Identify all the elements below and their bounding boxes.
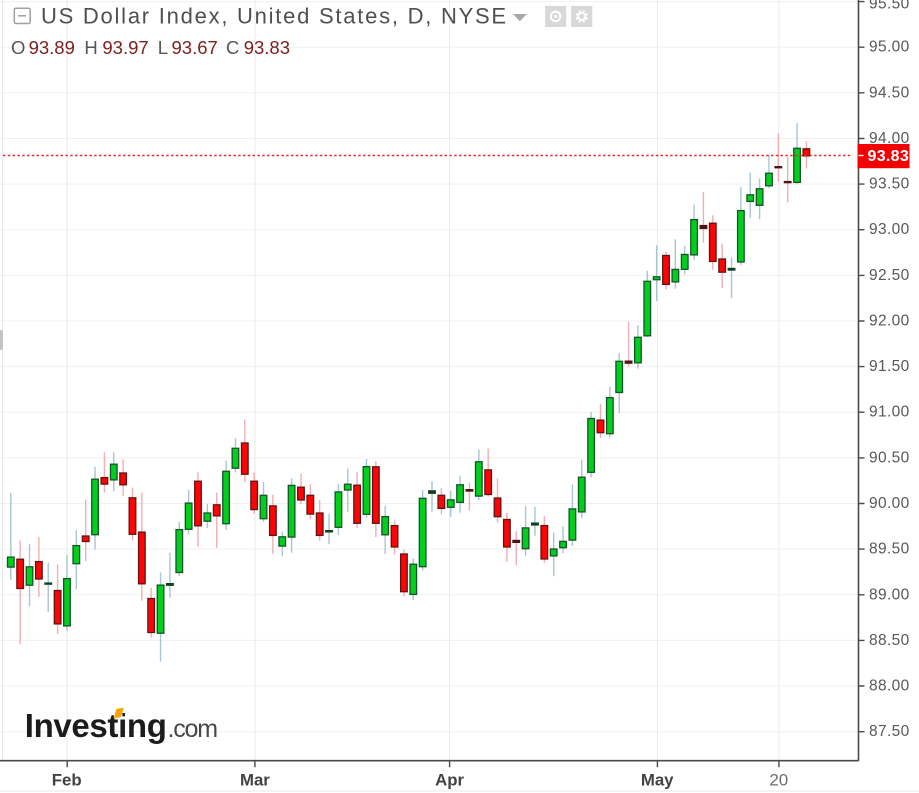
svg-text:94.00: 94.00 bbox=[869, 130, 910, 147]
svg-text:90.50: 90.50 bbox=[869, 449, 910, 466]
svg-text:O: O bbox=[11, 37, 25, 58]
svg-text:20: 20 bbox=[769, 771, 788, 790]
svg-text:95.50: 95.50 bbox=[869, 0, 910, 13]
svg-text:C: C bbox=[226, 37, 239, 58]
svg-text:93.00: 93.00 bbox=[869, 221, 910, 238]
svg-text:88.50: 88.50 bbox=[869, 632, 910, 649]
svg-text:94.50: 94.50 bbox=[869, 84, 910, 101]
svg-text:93.67: 93.67 bbox=[172, 37, 218, 58]
svg-text:.com: .com bbox=[168, 715, 218, 743]
svg-text:H: H bbox=[84, 37, 97, 58]
svg-text:91.50: 91.50 bbox=[869, 358, 910, 375]
svg-text:92.50: 92.50 bbox=[869, 267, 910, 284]
svg-text:93.50: 93.50 bbox=[869, 176, 910, 193]
svg-text:Mar: Mar bbox=[240, 771, 270, 790]
svg-text:May: May bbox=[641, 771, 674, 790]
svg-text:95.00: 95.00 bbox=[869, 39, 910, 56]
svg-text:89.50: 89.50 bbox=[869, 541, 910, 558]
svg-text:92.00: 92.00 bbox=[869, 313, 910, 330]
svg-text:89.00: 89.00 bbox=[869, 586, 910, 603]
svg-text:88.00: 88.00 bbox=[869, 678, 910, 695]
svg-text:L: L bbox=[158, 37, 168, 58]
svg-text:93.83: 93.83 bbox=[244, 37, 290, 58]
svg-text:Apr: Apr bbox=[435, 771, 464, 790]
svg-text:93.97: 93.97 bbox=[102, 37, 148, 58]
svg-text:Investing: Investing bbox=[25, 707, 167, 744]
svg-text:93.89: 93.89 bbox=[29, 37, 75, 58]
svg-text:90.00: 90.00 bbox=[869, 495, 910, 512]
svg-text:93.83: 93.83 bbox=[868, 148, 910, 165]
svg-text:87.50: 87.50 bbox=[869, 723, 910, 740]
svg-text:Feb: Feb bbox=[52, 771, 82, 790]
svg-text:US Dollar Index, United States: US Dollar Index, United States, D, NYSE bbox=[41, 3, 508, 28]
svg-text:91.00: 91.00 bbox=[869, 404, 910, 421]
